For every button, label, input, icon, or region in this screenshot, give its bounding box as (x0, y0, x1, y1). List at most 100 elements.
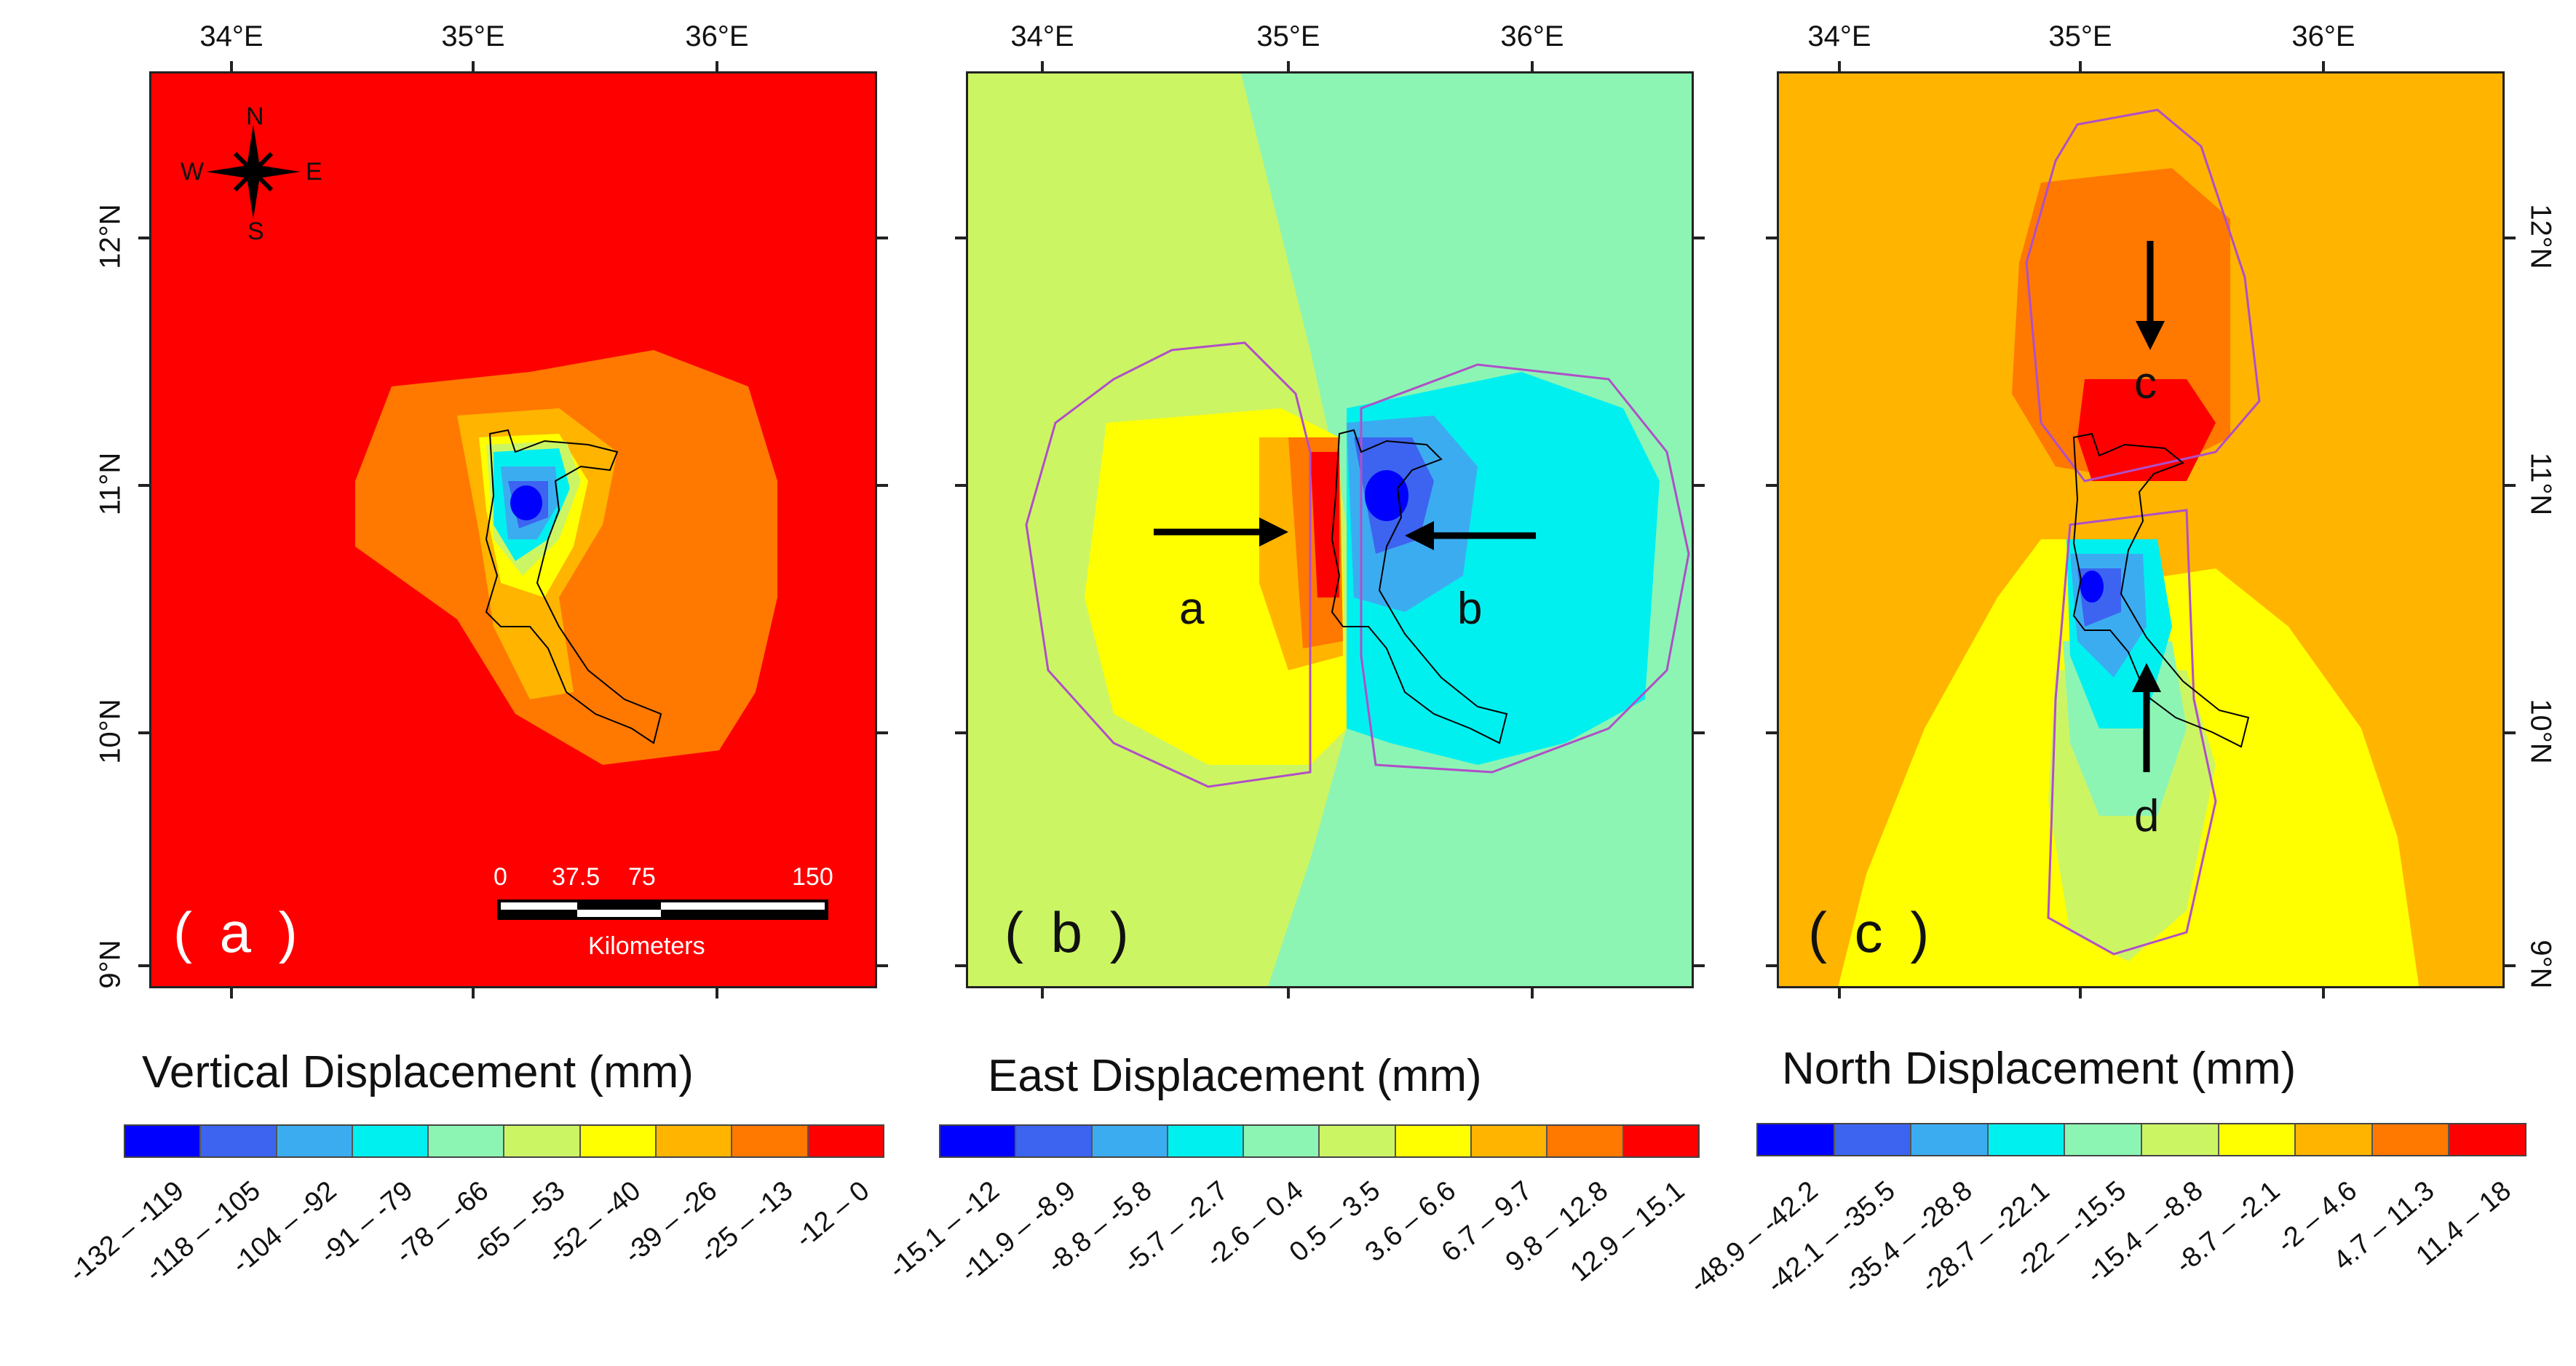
scale-bar: 0 37.5 75 150 Kilometers (494, 863, 836, 980)
tick (230, 61, 233, 73)
tick (230, 987, 233, 998)
tick (876, 484, 888, 487)
panel-a-tag: ( a ) (173, 900, 304, 964)
arrow-d-head (2132, 663, 2161, 692)
legend-class-label: -12 – 0 (789, 1175, 876, 1255)
tick (876, 237, 888, 239)
legend-swatch (1547, 1126, 1624, 1156)
tick (1531, 61, 1534, 73)
zone-red-west (1310, 452, 1339, 597)
north-displacement-field (1838, 108, 2420, 986)
tick (138, 964, 150, 967)
arrow-label-b: b (1457, 584, 1483, 634)
panel-a-lat-11: 11°N (94, 452, 127, 516)
legend-bar-vertical (124, 1124, 884, 1158)
panel-a-lon-36: 36°E (685, 20, 749, 52)
compass-diagonal-2 (233, 151, 274, 192)
north-arrow-compass: N S W E (181, 103, 326, 245)
scale-tick-0: 0 (494, 863, 507, 891)
tick (876, 964, 888, 967)
panel-b-lon-36: 36°E (1500, 20, 1564, 52)
tick (1693, 964, 1705, 967)
legend-swatch (1168, 1126, 1245, 1156)
legend-title-vertical: Vertical Displacement (mm) (142, 1047, 694, 1097)
tick (955, 237, 967, 239)
magenta-contour-south (2047, 509, 2217, 956)
legend-swatch (1834, 1124, 1912, 1155)
zone-deep-blue (510, 485, 542, 520)
scale-unit-label: Kilometers (588, 932, 705, 960)
tick (716, 61, 718, 73)
legend-swatch (808, 1126, 883, 1156)
tick (1693, 731, 1705, 734)
legend-swatch (352, 1126, 429, 1156)
lake-outline (1331, 429, 1508, 744)
panel-a-lon-34: 34°E (199, 20, 263, 52)
legend-swatch (732, 1126, 809, 1156)
tick (1041, 61, 1044, 73)
lake-outline (485, 429, 662, 744)
legend-swatch (277, 1126, 353, 1156)
legend-swatch (1911, 1124, 1989, 1155)
panel-a-lon-35: 35°E (441, 20, 505, 52)
tick (2504, 731, 2516, 734)
tick (1531, 987, 1534, 998)
panel-c-lat-10: 10°N (2524, 699, 2557, 764)
legend-swatch (580, 1126, 657, 1156)
tick (138, 731, 150, 734)
tick (2504, 964, 2516, 967)
legend-bar-north (1756, 1123, 2527, 1156)
vertical-displacement-field (355, 350, 777, 765)
legend-title-east: East Displacement (mm) (988, 1051, 1482, 1101)
tick (472, 987, 475, 998)
legend-swatch (2372, 1124, 2450, 1155)
map-panel-vertical: N S W E ( a ) 0 37.5 75 150 Kilometers (149, 71, 877, 988)
panel-a-lat-10: 10°N (94, 699, 127, 764)
compass-w-label: W (181, 158, 205, 186)
tick (2079, 987, 2082, 998)
legend-swatch (2219, 1124, 2296, 1155)
panel-a-lat-12: 12°N (94, 204, 127, 269)
panel-c-tag: ( c ) (1808, 900, 1935, 964)
magenta-contour-east (1360, 363, 1690, 774)
tick (2079, 61, 2082, 73)
tick (138, 237, 150, 239)
panel-c-lon-35: 35°E (2048, 20, 2112, 52)
tick (1287, 61, 1290, 73)
arrow-c-head (2136, 321, 2165, 350)
legend-swatch (2296, 1124, 2373, 1155)
zone-deep-blue-south (2080, 571, 2104, 603)
panel-c-lat-11: 11°N (2524, 452, 2557, 516)
tick (138, 484, 150, 487)
panel-c-lat-9: 9°N (2524, 940, 2557, 989)
tick (955, 964, 967, 967)
legend-swatch (1988, 1124, 2066, 1155)
legend-swatch (1016, 1126, 1093, 1156)
tick (716, 987, 718, 998)
legend-swatch (201, 1126, 277, 1156)
legend-swatch (2065, 1124, 2142, 1155)
tick (2322, 61, 2325, 73)
tick (2504, 237, 2516, 239)
legend-swatch (1320, 1126, 1396, 1156)
tick (1041, 987, 1044, 998)
legend-swatch (1472, 1126, 1548, 1156)
magenta-contour-north (2025, 108, 2261, 483)
tick (1838, 987, 1841, 998)
magenta-contour-west (1025, 341, 1312, 788)
legend-swatch (1092, 1126, 1168, 1156)
panel-b-lon-34: 34°E (1010, 20, 1074, 52)
legend-swatch (429, 1126, 505, 1156)
scale-tick-1: 37.5 (552, 863, 601, 891)
tick (1766, 237, 1778, 239)
legend-swatch (2141, 1124, 2219, 1155)
compass-diagonal (233, 151, 274, 192)
tick (1693, 237, 1705, 239)
east-displacement-field (1025, 74, 1692, 986)
tick (1838, 61, 1841, 73)
panel-c-lon-36: 36°E (2291, 20, 2355, 52)
arrow-label-d: d (2134, 791, 2160, 841)
tick (1766, 731, 1778, 734)
legend-title-north: North Displacement (mm) (1782, 1044, 2296, 1094)
tick (1766, 484, 1778, 487)
